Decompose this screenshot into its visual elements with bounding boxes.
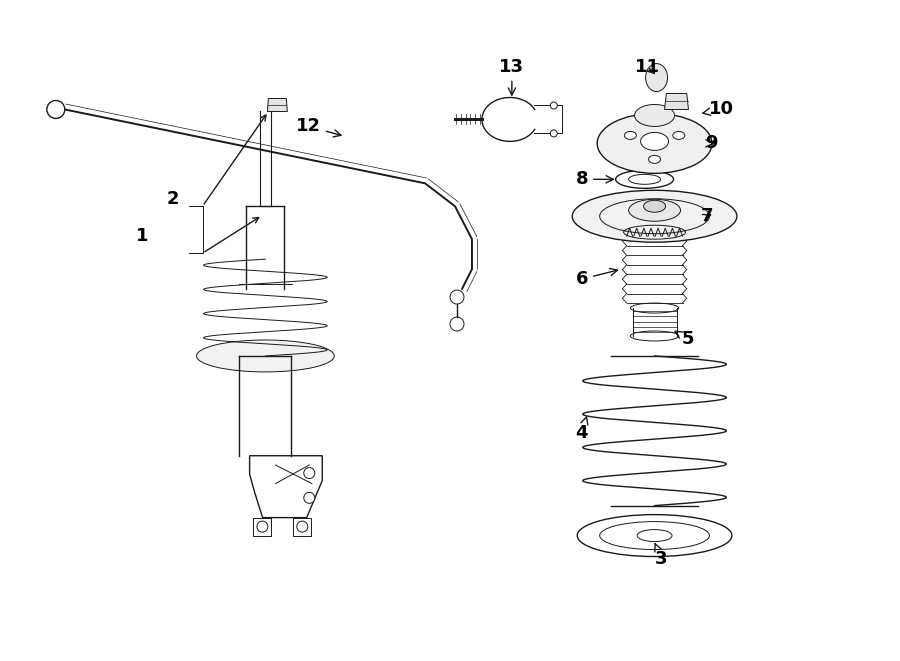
Text: 2: 2	[166, 190, 179, 208]
Circle shape	[304, 467, 315, 479]
Ellipse shape	[649, 155, 661, 163]
Text: 11: 11	[635, 58, 660, 75]
Ellipse shape	[598, 114, 712, 173]
Text: 1: 1	[137, 227, 148, 245]
Circle shape	[550, 130, 557, 137]
Circle shape	[47, 100, 65, 118]
Text: 5: 5	[675, 330, 694, 348]
Text: 8: 8	[575, 171, 613, 188]
Ellipse shape	[625, 132, 636, 139]
Text: 12: 12	[296, 118, 341, 137]
Ellipse shape	[634, 104, 674, 126]
Polygon shape	[664, 93, 689, 110]
Ellipse shape	[196, 340, 334, 372]
Circle shape	[256, 521, 268, 532]
Ellipse shape	[673, 132, 685, 139]
Text: 10: 10	[703, 100, 733, 118]
Circle shape	[297, 521, 308, 532]
Text: 7: 7	[701, 208, 714, 225]
Text: 3: 3	[655, 544, 668, 568]
Ellipse shape	[641, 132, 669, 151]
Circle shape	[550, 102, 557, 109]
Ellipse shape	[572, 190, 737, 242]
Polygon shape	[267, 98, 287, 112]
Text: 9: 9	[706, 134, 717, 153]
Text: 4: 4	[575, 417, 588, 442]
Ellipse shape	[645, 63, 668, 91]
Ellipse shape	[628, 199, 680, 221]
Text: 13: 13	[500, 58, 525, 95]
Circle shape	[304, 492, 315, 503]
Text: 6: 6	[575, 268, 617, 288]
Ellipse shape	[644, 200, 665, 212]
